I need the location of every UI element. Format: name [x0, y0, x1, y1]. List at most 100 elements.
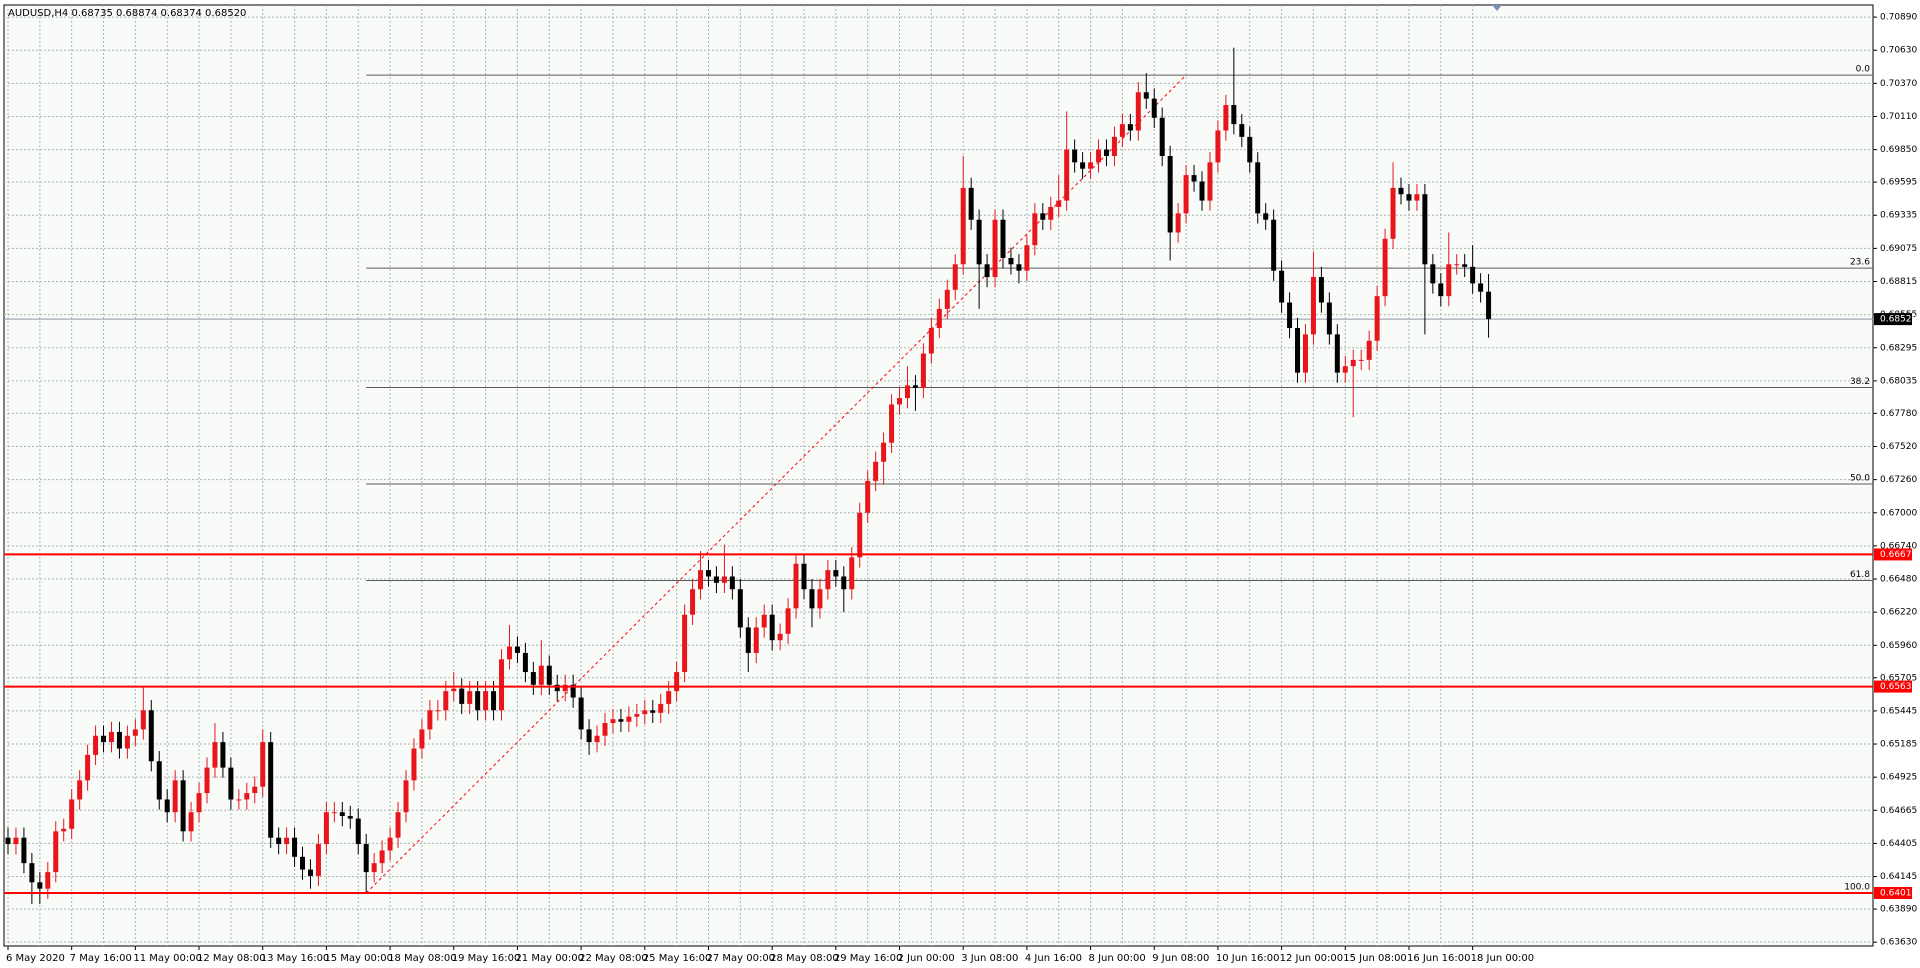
- candle-body: [13, 837, 19, 845]
- candle-body: [769, 614, 775, 641]
- level-label-box: [1874, 680, 1912, 693]
- x-tick-label: 7 May 16:00: [70, 953, 132, 964]
- x-tick-label: 22 May 08:00: [579, 953, 648, 964]
- candle-body: [1263, 213, 1269, 220]
- candle-body: [841, 576, 847, 590]
- candle-body: [77, 780, 83, 800]
- candle-body: [610, 719, 616, 724]
- candle-body: [1310, 277, 1316, 335]
- candle-body: [1302, 334, 1308, 373]
- candle-body: [1350, 359, 1356, 367]
- y-tick-label: 0.67780: [1880, 409, 1917, 419]
- x-tick-label: 15 Jun 08:00: [1343, 953, 1407, 964]
- candle-body: [737, 589, 743, 628]
- candle-body: [1342, 366, 1348, 373]
- candle-body: [658, 703, 664, 713]
- level-label-box: [1874, 886, 1912, 899]
- candle-body: [419, 729, 425, 749]
- x-tick-label: 11 May 00:00: [133, 953, 202, 964]
- candle-body: [1175, 213, 1181, 233]
- candle-body: [1000, 219, 1006, 258]
- candle-body: [1366, 340, 1372, 360]
- x-tick-label: 9 Jun 08:00: [1152, 953, 1209, 964]
- level-label: 0.65636: [1880, 682, 1917, 692]
- candle-body: [1191, 175, 1197, 182]
- y-tick-label: 0.68295: [1880, 343, 1917, 353]
- candle-body: [1103, 149, 1109, 156]
- candle-body: [618, 719, 624, 722]
- candle-body: [435, 710, 441, 712]
- candle-body: [132, 729, 138, 736]
- candle-body: [307, 869, 313, 876]
- y-tick-label: 0.64145: [1880, 872, 1917, 882]
- candle-body: [1119, 124, 1125, 137]
- candle-body: [1358, 359, 1364, 361]
- y-tick-label: 0.68815: [1880, 277, 1917, 287]
- x-tick-label: 18 Jun 00:00: [1471, 953, 1535, 964]
- candle-body: [1279, 270, 1285, 303]
- candle-body: [1454, 264, 1460, 266]
- candle-body: [920, 353, 926, 388]
- candle-body: [897, 398, 903, 405]
- x-tick-label: 19 May 16:00: [452, 953, 521, 964]
- candle-body: [554, 684, 560, 692]
- candle-body: [1287, 302, 1293, 329]
- y-tick-label: 0.70630: [1880, 46, 1917, 56]
- candle-body: [1326, 302, 1332, 335]
- x-tick-label: 15 May 00:00: [324, 953, 393, 964]
- x-tick-label: 6 May 2020: [6, 953, 65, 964]
- candle-body: [1438, 283, 1444, 297]
- candle-body: [268, 742, 274, 838]
- candle-body: [650, 710, 656, 713]
- candle-body: [753, 627, 759, 653]
- x-tick-label: 29 May 16:00: [834, 953, 903, 964]
- y-tick-label: 0.63890: [1880, 905, 1917, 915]
- y-tick-label: 0.68035: [1880, 376, 1917, 386]
- candle-body: [1422, 194, 1428, 265]
- candle-body: [93, 735, 99, 755]
- candle-body: [849, 557, 855, 590]
- candle-body: [164, 799, 170, 813]
- candle-body: [212, 742, 218, 768]
- candle-body: [881, 442, 887, 462]
- y-tick-label: 0.64405: [1880, 839, 1917, 849]
- candle-body: [1382, 238, 1388, 297]
- candle-body: [1207, 162, 1213, 201]
- y-tick-label: 0.69075: [1880, 244, 1917, 254]
- candle-body: [29, 863, 35, 883]
- y-tick-label: 0.67260: [1880, 475, 1917, 485]
- candle-body: [339, 812, 345, 817]
- fib-label: 38.2: [1850, 377, 1870, 387]
- candle-body: [785, 608, 791, 634]
- candle-body: [315, 844, 321, 876]
- candle-body: [960, 187, 966, 265]
- x-tick-label: 21 May 00:00: [515, 953, 584, 964]
- plot-area: [3, 4, 1874, 947]
- candle-body: [355, 818, 361, 845]
- candle-body: [101, 735, 107, 743]
- candle-body: [1486, 291, 1492, 320]
- candle-body: [188, 812, 194, 832]
- candle-body: [204, 767, 210, 794]
- candle-body: [809, 589, 815, 609]
- y-tick-label: 0.66740: [1880, 541, 1917, 551]
- candle-body: [124, 735, 130, 749]
- candle-body: [1111, 136, 1117, 156]
- candle-body: [1271, 219, 1277, 271]
- candle-body: [443, 691, 449, 711]
- candle-body: [944, 289, 950, 309]
- candle-body: [1398, 187, 1404, 195]
- candle-body: [514, 646, 520, 653]
- x-tick-label: 12 Jun 00:00: [1280, 953, 1344, 964]
- y-tick-label: 0.66480: [1880, 575, 1917, 585]
- candle-body: [801, 563, 807, 590]
- x-tick-label: 27 May 00:00: [706, 953, 775, 964]
- candle-body: [180, 780, 186, 832]
- candle-body: [387, 837, 393, 851]
- candle-body: [992, 219, 998, 278]
- candle-body: [976, 219, 982, 265]
- current-price-label: 0.68520: [1880, 315, 1917, 325]
- candle-body: [745, 627, 751, 653]
- scroll-marker: [1492, 5, 1502, 11]
